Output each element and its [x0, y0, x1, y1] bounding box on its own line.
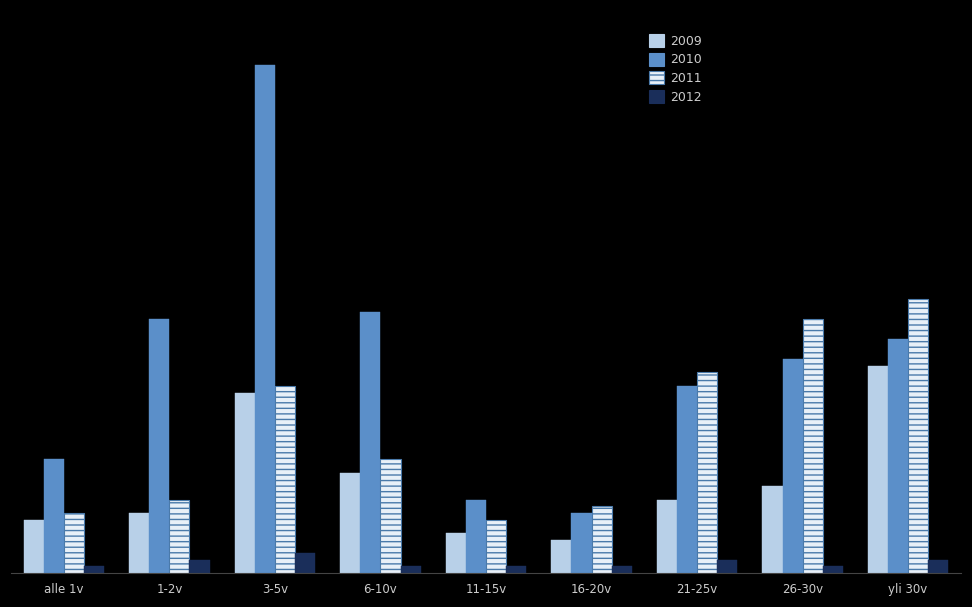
Bar: [361, 312, 380, 573]
Bar: [611, 566, 632, 573]
Bar: [677, 386, 697, 573]
Bar: [255, 64, 275, 573]
Bar: [64, 513, 84, 573]
Bar: [340, 473, 361, 573]
Bar: [380, 459, 400, 573]
Bar: [803, 319, 822, 573]
Bar: [84, 566, 104, 573]
Bar: [169, 500, 190, 573]
Bar: [295, 553, 315, 573]
Bar: [235, 393, 255, 573]
Bar: [551, 540, 572, 573]
Bar: [717, 560, 737, 573]
Bar: [572, 513, 592, 573]
Bar: [44, 459, 64, 573]
Bar: [822, 566, 843, 573]
Bar: [888, 339, 908, 573]
Bar: [275, 386, 295, 573]
Bar: [23, 520, 44, 573]
Legend: 2009, 2010, 2011, 2012: 2009, 2010, 2011, 2012: [649, 34, 702, 104]
Bar: [908, 299, 928, 573]
Bar: [782, 359, 803, 573]
Bar: [446, 533, 466, 573]
Bar: [190, 560, 210, 573]
Bar: [697, 373, 717, 573]
Bar: [868, 366, 888, 573]
Bar: [762, 486, 782, 573]
Bar: [486, 520, 506, 573]
Bar: [506, 566, 526, 573]
Bar: [129, 513, 150, 573]
Bar: [657, 500, 677, 573]
Bar: [928, 560, 949, 573]
Bar: [400, 566, 421, 573]
Bar: [466, 500, 486, 573]
Bar: [150, 319, 169, 573]
Bar: [592, 506, 611, 573]
